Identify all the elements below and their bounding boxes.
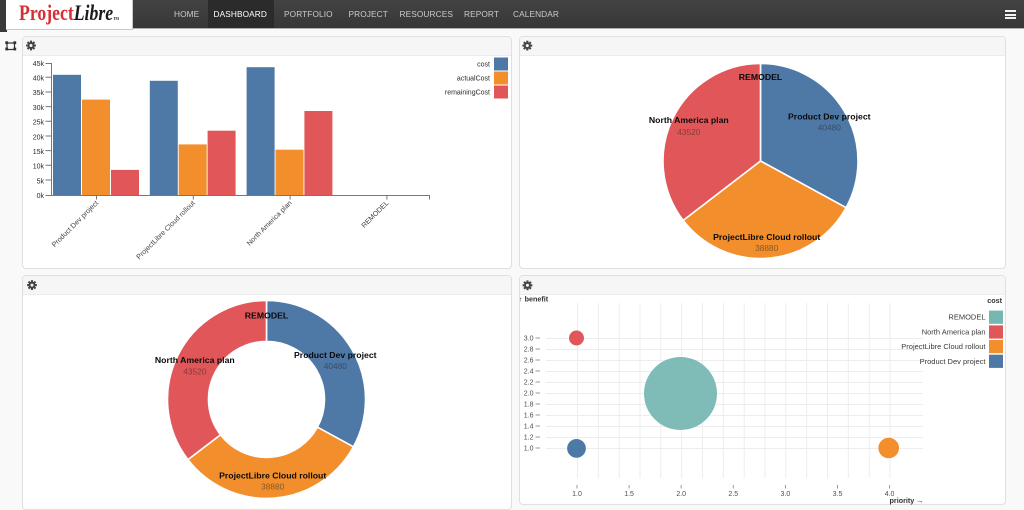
svg-text:2.4: 2.4 [524,368,534,375]
svg-text:43520: 43520 [677,127,700,137]
svg-text:2.8: 2.8 [524,346,534,353]
svg-text:REMODEL: REMODEL [948,313,985,322]
svg-text:2.0: 2.0 [524,390,534,397]
svg-text:1.0: 1.0 [524,445,534,452]
svg-text:1.6: 1.6 [524,412,534,419]
svg-text:15k: 15k [33,149,45,156]
svg-text:actualCost: actualCost [457,76,490,83]
svg-text:3.0: 3.0 [781,491,791,498]
svg-text:REMODEL: REMODEL [360,199,391,230]
svg-text:Product Dev project: Product Dev project [294,350,377,360]
svg-text:priority →: priority → [890,496,924,505]
svg-text:43520: 43520 [183,366,206,376]
svg-text:30k: 30k [33,105,45,112]
svg-text:REMODEL: REMODEL [245,311,289,321]
svg-text:North America plan: North America plan [155,355,235,365]
svg-text:38880: 38880 [755,243,778,253]
svg-text:3.0: 3.0 [524,335,534,342]
svg-text:1.4: 1.4 [524,423,534,430]
svg-text:3.5: 3.5 [833,491,843,498]
svg-text:ProjectLibre Cloud rollout: ProjectLibre Cloud rollout [219,470,326,480]
svg-text:1.8: 1.8 [524,401,534,408]
svg-text:40k: 40k [33,76,45,83]
svg-text:North America plan: North America plan [922,328,986,337]
svg-text:REMODEL: REMODEL [739,72,783,82]
svg-text:4.0: 4.0 [885,491,895,498]
svg-text:Product Dev project: Product Dev project [788,111,871,121]
svg-text:ProjectLibre Cloud rollout: ProjectLibre Cloud rollout [901,342,986,351]
svg-text:40480: 40480 [818,123,841,133]
svg-text:1.5: 1.5 [624,491,634,498]
svg-text:North America plan: North America plan [245,199,293,247]
svg-text:5k: 5k [37,178,45,185]
svg-text:↑ benefit: ↑ benefit [519,295,549,304]
svg-text:38880: 38880 [261,482,284,492]
svg-text:45k: 45k [33,61,45,68]
svg-text:0k: 0k [37,193,45,200]
svg-text:2.5: 2.5 [728,491,738,498]
svg-text:remainingCost: remainingCost [445,90,490,97]
svg-text:cost: cost [987,296,1002,305]
svg-text:2.2: 2.2 [524,379,534,386]
svg-text:2.0: 2.0 [676,491,686,498]
svg-text:2.6: 2.6 [524,357,534,364]
svg-text:20k: 20k [33,134,45,141]
svg-text:ProjectLibre Cloud rollout: ProjectLibre Cloud rollout [135,199,197,261]
svg-text:25k: 25k [33,120,45,127]
svg-text:North America plan: North America plan [649,115,729,125]
svg-text:1.2: 1.2 [524,434,534,441]
svg-text:ProjectLibre Cloud rollout: ProjectLibre Cloud rollout [713,232,820,242]
svg-text:cost: cost [477,62,490,69]
svg-text:40480: 40480 [324,361,347,371]
svg-text:Product Dev project: Product Dev project [50,199,100,249]
svg-text:Product Dev project: Product Dev project [920,357,987,366]
svg-text:10k: 10k [33,164,45,171]
svg-text:1.0: 1.0 [572,491,582,498]
svg-text:35k: 35k [33,90,45,97]
